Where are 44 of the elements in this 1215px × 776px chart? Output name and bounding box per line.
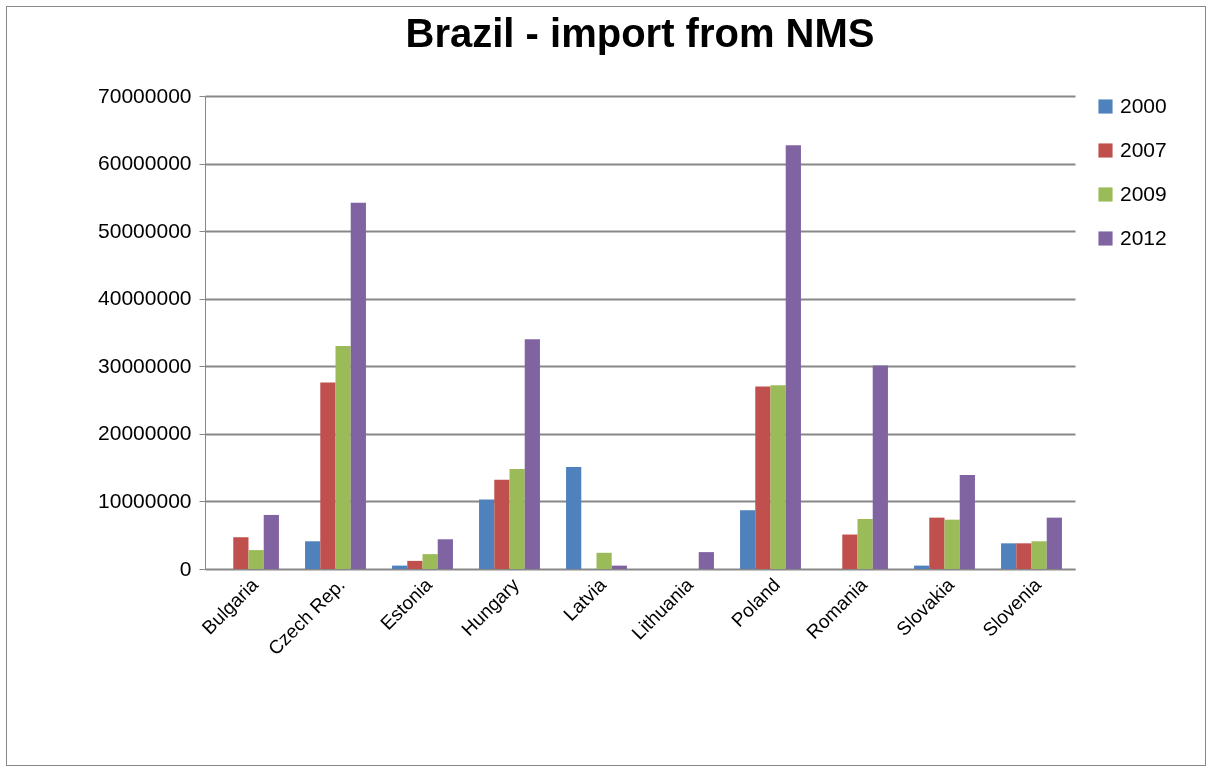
bar (437, 539, 453, 569)
bar (524, 339, 540, 569)
bar (233, 537, 249, 569)
bar (944, 519, 960, 569)
bar (566, 466, 582, 569)
y-tick-label: 10000000 (98, 488, 192, 512)
bar (494, 479, 510, 569)
bar (1001, 543, 1017, 569)
bar (320, 382, 336, 569)
bar (770, 385, 786, 569)
y-tick-label: 60000000 (98, 151, 192, 175)
bar (422, 554, 438, 569)
y-tick-label: 70000000 (98, 83, 192, 107)
bar (335, 346, 351, 569)
bar (740, 510, 756, 569)
legend-label: 2000 (1120, 93, 1167, 117)
bar (872, 365, 888, 569)
bar (857, 519, 873, 569)
bar (509, 468, 525, 569)
bar (785, 145, 801, 569)
bar (1031, 541, 1047, 569)
bar (1046, 517, 1062, 569)
y-tick-label: 0 (179, 556, 192, 580)
bar (929, 517, 945, 569)
bar (305, 541, 321, 569)
bar (479, 499, 495, 569)
y-tick-label: 30000000 (98, 353, 192, 377)
y-tick-label: 50000000 (98, 218, 192, 242)
bar (1016, 543, 1032, 569)
bar (596, 552, 612, 569)
legend-label: 2009 (1120, 181, 1167, 205)
bar (350, 202, 366, 569)
chart-title: Brazil - import from NMS (405, 11, 875, 55)
bar (842, 534, 858, 569)
y-tick-label: 40000000 (98, 286, 192, 310)
bar (248, 550, 264, 569)
legend-label: 2012 (1120, 225, 1167, 249)
legend-label: 2007 (1120, 137, 1167, 161)
bar (755, 386, 771, 569)
bar (263, 514, 279, 569)
bar (959, 475, 975, 569)
bar (698, 552, 714, 569)
y-tick-label: 20000000 (98, 421, 192, 445)
bar (407, 560, 423, 569)
